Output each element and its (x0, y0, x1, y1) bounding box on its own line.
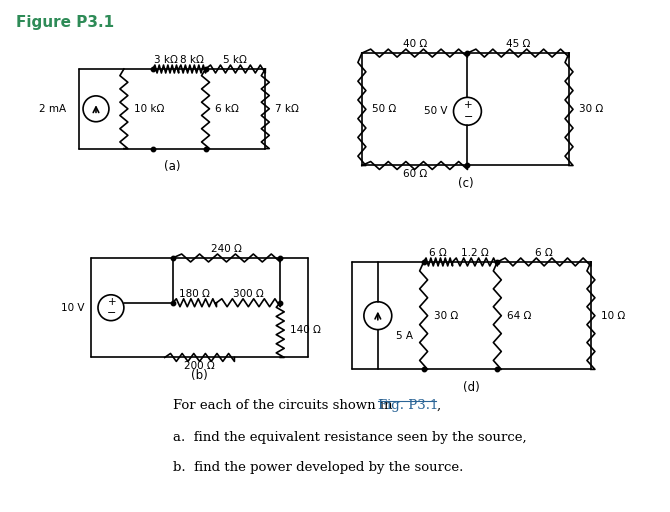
Text: 45 Ω: 45 Ω (506, 39, 531, 49)
Text: ,: , (437, 399, 441, 412)
Text: 200 Ω: 200 Ω (184, 361, 215, 371)
Text: 64 Ω: 64 Ω (507, 311, 532, 321)
Text: 40 Ω: 40 Ω (403, 39, 427, 49)
Text: 10 V: 10 V (60, 303, 84, 313)
Text: 140 Ω: 140 Ω (290, 325, 321, 335)
Text: 10 Ω: 10 Ω (601, 311, 625, 321)
Text: −: − (107, 308, 117, 318)
Text: 50 Ω: 50 Ω (372, 104, 396, 114)
Text: −: − (464, 112, 473, 122)
Text: (d): (d) (463, 381, 480, 394)
Text: 30 Ω: 30 Ω (579, 104, 603, 114)
Text: For each of the circuits shown in: For each of the circuits shown in (173, 399, 397, 412)
Text: 6 kΩ: 6 kΩ (216, 104, 239, 114)
Text: a.  find the equivalent resistance seen by the source,: a. find the equivalent resistance seen b… (173, 431, 527, 444)
Text: 5 A: 5 A (396, 331, 413, 340)
Text: b.  find the power developed by the source.: b. find the power developed by the sourc… (173, 461, 463, 474)
Text: Figure P3.1: Figure P3.1 (16, 15, 115, 30)
Text: 10 kΩ: 10 kΩ (134, 104, 164, 114)
Text: 30 Ω: 30 Ω (433, 311, 458, 321)
Text: 300 Ω: 300 Ω (233, 289, 264, 299)
Text: +: + (108, 297, 116, 307)
Text: 8 kΩ: 8 kΩ (180, 55, 204, 65)
Text: 5 kΩ: 5 kΩ (224, 55, 247, 65)
Text: 6 Ω: 6 Ω (535, 248, 553, 258)
Text: 2 mA: 2 mA (39, 104, 66, 114)
Text: (b): (b) (191, 369, 208, 382)
Text: 7 kΩ: 7 kΩ (275, 104, 299, 114)
Text: 50 V: 50 V (424, 106, 448, 116)
Text: 180 Ω: 180 Ω (179, 289, 210, 299)
Text: 60 Ω: 60 Ω (403, 169, 427, 179)
Text: 6 Ω: 6 Ω (429, 248, 447, 258)
Text: Fig. P3.1: Fig. P3.1 (378, 399, 438, 412)
Text: 240 Ω: 240 Ω (211, 244, 242, 254)
Text: 3 kΩ: 3 kΩ (154, 55, 178, 65)
Text: (a): (a) (164, 160, 180, 173)
Text: 1.2 Ω: 1.2 Ω (461, 248, 489, 258)
Text: +: + (464, 100, 473, 111)
Text: (c): (c) (458, 177, 473, 190)
